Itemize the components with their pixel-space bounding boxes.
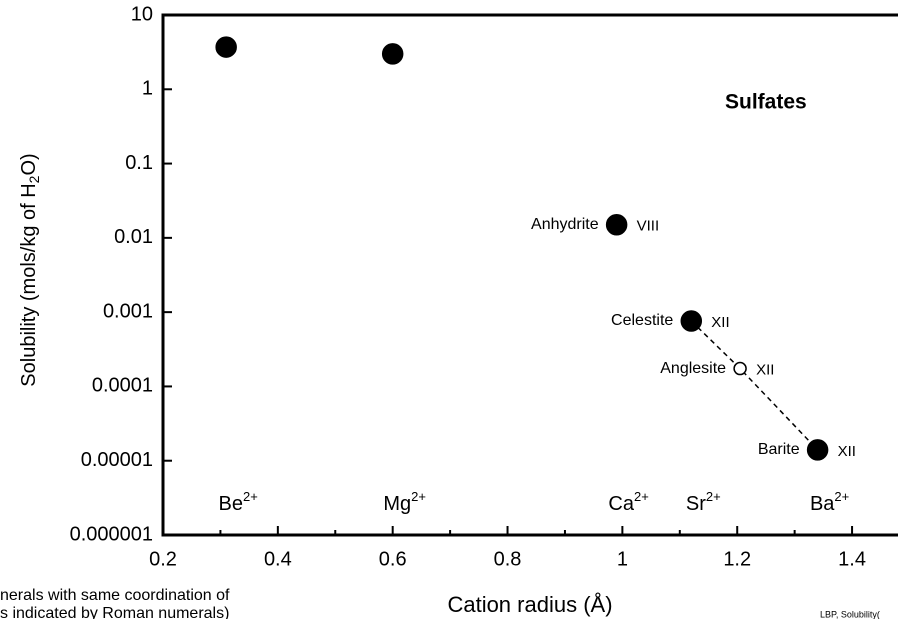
x-tick-label: 1.4: [838, 548, 866, 570]
y-tick-label: 0.0001: [92, 375, 153, 397]
cation-base: Mg: [383, 493, 411, 515]
point: [806, 439, 829, 461]
y-tick-label: 10: [131, 3, 153, 25]
chart-title: Sulfates: [725, 91, 807, 114]
cation-base: Ca: [608, 493, 634, 515]
coordination-label: XII: [711, 314, 729, 331]
x-tick-label: 1: [617, 548, 628, 570]
y-label-sub: 2: [26, 175, 42, 183]
cation-label: Mg2+: [383, 489, 426, 515]
dashed-line: [690, 320, 819, 451]
coordination-label: XII: [838, 443, 856, 460]
y-label-part: Solubility (mols/kg of H: [18, 183, 40, 386]
cation-label: Ba2+: [810, 489, 849, 515]
y-tick-label: 0.00001: [81, 449, 153, 471]
cation-charge: 2+: [634, 489, 649, 504]
y-tick-label: 1: [142, 78, 153, 100]
cation-charge: 2+: [706, 489, 721, 504]
point: [733, 361, 747, 376]
cation-charge: 2+: [411, 489, 426, 504]
x-tick-label: 0.6: [379, 548, 407, 570]
cation-charge: 2+: [834, 489, 849, 504]
credit: LBP, Solubility(: [820, 609, 880, 619]
x-tick-label: 0.2: [149, 548, 177, 570]
cation-label: Ca2+: [608, 489, 648, 515]
y-tick-label: 0.000001: [70, 523, 153, 545]
x-tick-label: 0.4: [264, 548, 292, 570]
note: nerals with same coordination of: [0, 587, 230, 604]
x-axis-label: Cation radius (Å): [447, 592, 612, 617]
point-label: Anhydrite: [531, 216, 599, 233]
y-axis-label: Solubility (mols/kg of H2O): [18, 153, 41, 386]
cation-base: Ba: [810, 493, 835, 515]
y-tick-label: 0.01: [114, 226, 153, 248]
cation-base: Sr: [686, 493, 706, 515]
point: [215, 36, 237, 58]
y-tick-label: 0.001: [103, 300, 153, 322]
x-tick-label: 1.2: [723, 548, 751, 570]
cation-label: Be2+: [219, 489, 258, 515]
cation-base: Be: [219, 493, 243, 515]
point-label: Celestite: [611, 312, 673, 329]
point: [605, 214, 628, 236]
point: [680, 310, 703, 332]
y-tick-label: 0.1: [125, 152, 153, 174]
cation-label: Sr2+: [686, 489, 721, 515]
x-tick-label: 0.8: [494, 548, 522, 570]
point: [381, 43, 404, 65]
note: s indicated by Roman numerals): [0, 605, 229, 619]
point-label: Barite: [758, 441, 800, 458]
y-label-part: O): [18, 153, 40, 175]
coordination-label: XII: [756, 362, 774, 379]
coordination-label: VIII: [637, 218, 660, 235]
point-label: Anglesite: [660, 360, 726, 377]
cation-charge: 2+: [243, 489, 258, 504]
